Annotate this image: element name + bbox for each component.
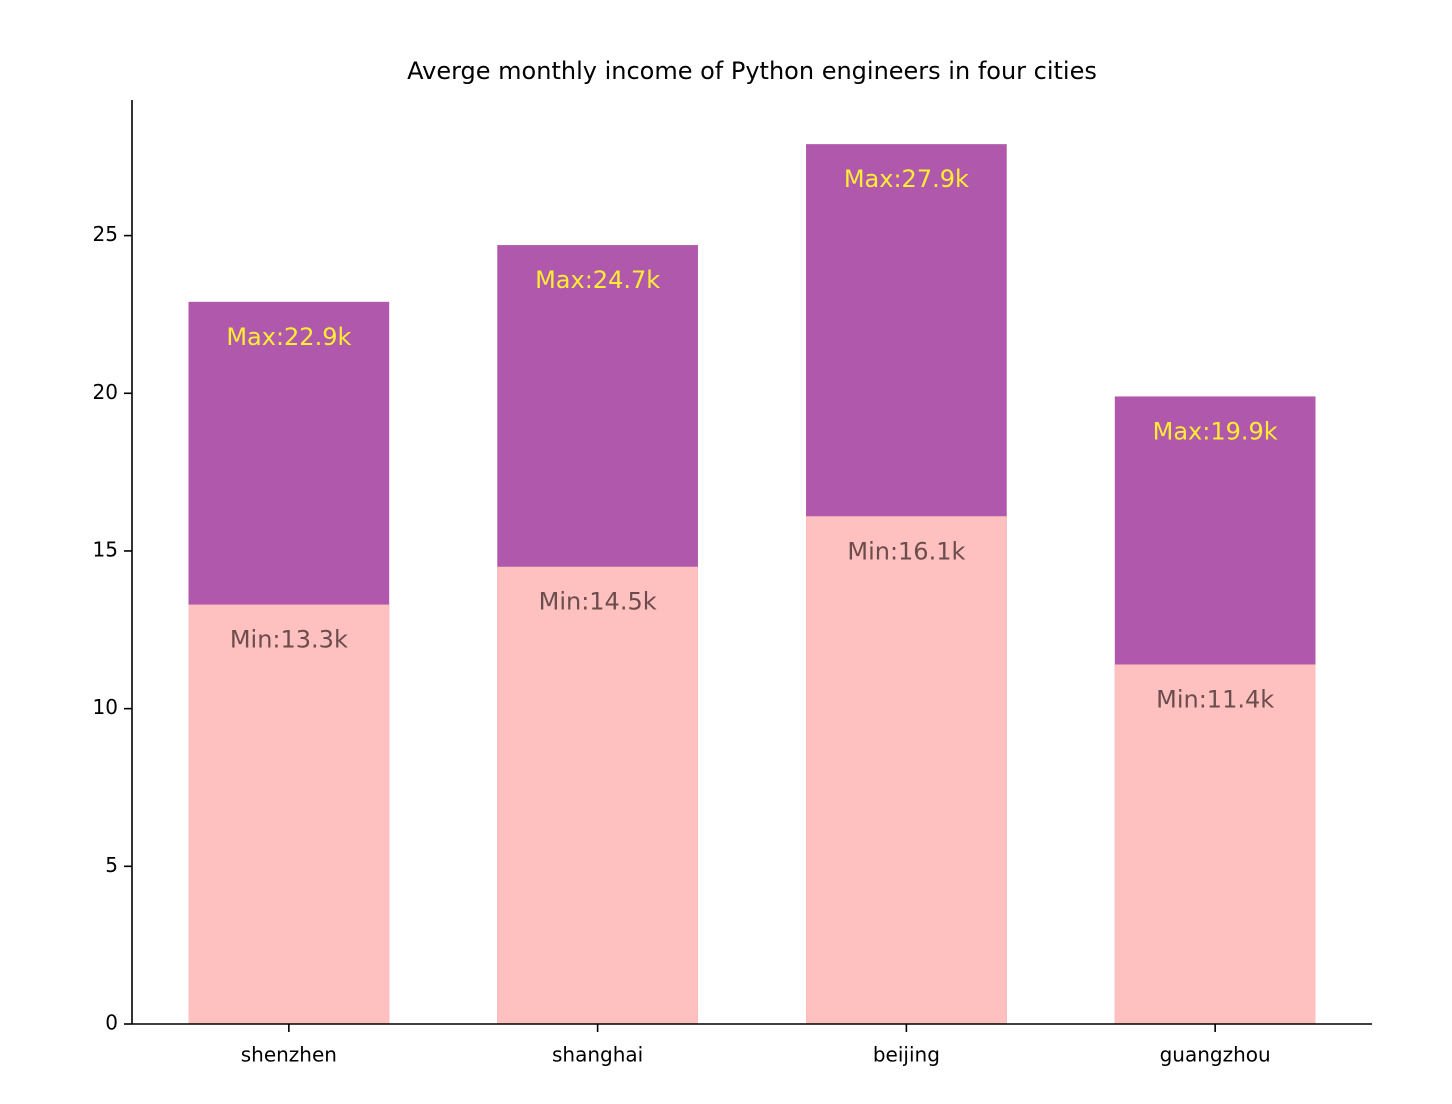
- y-tick-label: 25: [93, 222, 118, 246]
- value-label: Max:27.9k: [844, 165, 969, 193]
- x-tick-label: guangzhou: [1160, 1043, 1271, 1067]
- x-tick-label: shenzhen: [241, 1043, 337, 1067]
- chart-title: Averge monthly income of Python engineer…: [407, 57, 1097, 85]
- bar: [806, 516, 1007, 1024]
- value-label: Max:19.9k: [1153, 417, 1278, 445]
- bar: [1114, 664, 1316, 1024]
- value-label: Min:11.4k: [1156, 685, 1274, 713]
- y-tick-label: 5: [105, 853, 118, 877]
- value-label: Max:22.9k: [226, 323, 351, 351]
- value-label: Max:24.7k: [535, 266, 660, 294]
- value-label: Min:14.5k: [539, 588, 657, 616]
- bar: [188, 604, 390, 1024]
- y-tick-label: 20: [93, 380, 118, 404]
- value-label: Min:13.3k: [230, 626, 348, 654]
- y-tick-label: 10: [93, 695, 118, 719]
- x-tick-label: shanghai: [552, 1043, 643, 1067]
- x-tick-label: beijing: [873, 1043, 940, 1067]
- bar: [497, 566, 698, 1024]
- value-label: Min:16.1k: [847, 537, 965, 565]
- y-tick-label: 15: [93, 537, 118, 561]
- y-tick-label: 0: [105, 1011, 118, 1035]
